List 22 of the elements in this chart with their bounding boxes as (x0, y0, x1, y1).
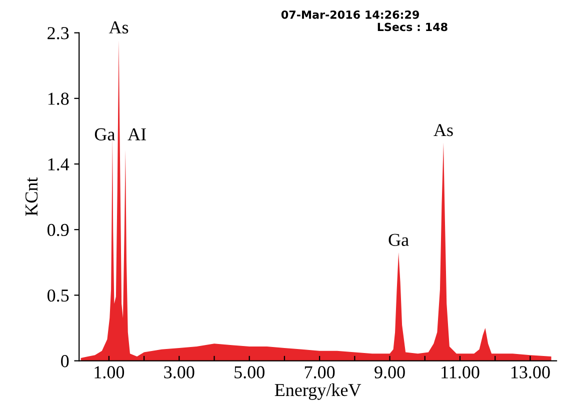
x-tick-label: 13.00 (511, 366, 550, 378)
x-tick-label: 7.00 (304, 366, 335, 378)
y-tick-label: 0 (61, 355, 69, 368)
text: LSecs : 148 (378, 22, 448, 32)
y-tick-label: 0.9 (47, 224, 69, 236)
x-tick-label: 11.00 (442, 366, 480, 378)
annotation: As (434, 124, 453, 136)
x-tick-label: 9.00 (374, 366, 405, 378)
annotation: Ga (388, 234, 409, 246)
x-tick-label: 3.00 (164, 366, 194, 378)
y-tick-label: 1.4 (48, 158, 70, 171)
x-tick-label: 1.00 (94, 366, 124, 378)
annotation: AI (128, 128, 146, 140)
annotation: As (108, 21, 128, 34)
annotation: Ga (94, 128, 115, 140)
y-tick-label: 2.3 (48, 27, 69, 40)
x-tick-label: 5.00 (234, 366, 264, 378)
text: 07-Mar-2016 14:26:29 (281, 10, 419, 19)
y-tick-label: 0.5 (47, 289, 69, 302)
x-axis-title: Energy/keV (274, 383, 362, 400)
y-axis-title: KCnt (25, 177, 38, 216)
y-tick-label: 1.8 (48, 92, 69, 105)
